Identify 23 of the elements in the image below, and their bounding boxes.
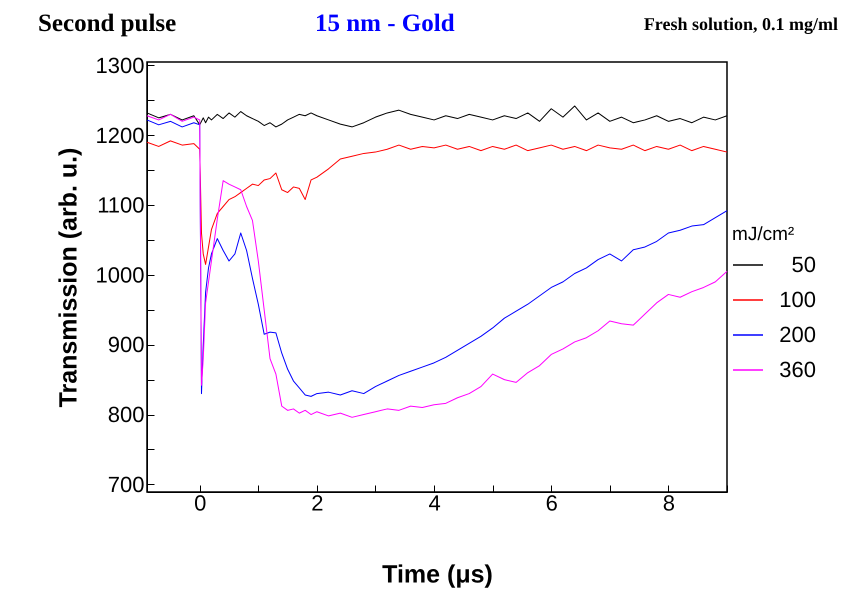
x-tick-label: 2 — [311, 490, 324, 516]
line-series — [146, 140, 728, 265]
legend-label: 50 — [792, 252, 816, 277]
legend-title: mJ/cm² — [732, 224, 794, 245]
x-tick-label: 8 — [662, 490, 676, 516]
y-tick-label: 800 — [108, 402, 144, 428]
y-tick-label: 1000 — [96, 262, 144, 288]
chart-subtitle: 15 nm - Gold — [315, 10, 455, 38]
chart-title: Second pulse — [38, 10, 176, 38]
y-tick-label: 900 — [108, 332, 144, 358]
y-tick-label: 700 — [108, 472, 144, 497]
x-tick-label: 6 — [546, 490, 558, 516]
x-axis-title: Time (μs) — [382, 560, 493, 588]
legend-label: 360 — [779, 357, 816, 382]
x-tick-label: 0 — [194, 490, 206, 516]
legend-label: 200 — [779, 322, 816, 347]
text: Fresh solution, 0.1 mg/ml — [644, 14, 838, 35]
legend-label: 100 — [779, 287, 816, 312]
x-tick-label: 4 — [428, 490, 441, 516]
y-tick-label: 1100 — [97, 192, 144, 218]
y-tick-label: 1300 — [96, 52, 144, 78]
y-axis-title: Transmission (arb. u.) — [54, 148, 83, 408]
y-tick-label: 1200 — [96, 122, 144, 148]
